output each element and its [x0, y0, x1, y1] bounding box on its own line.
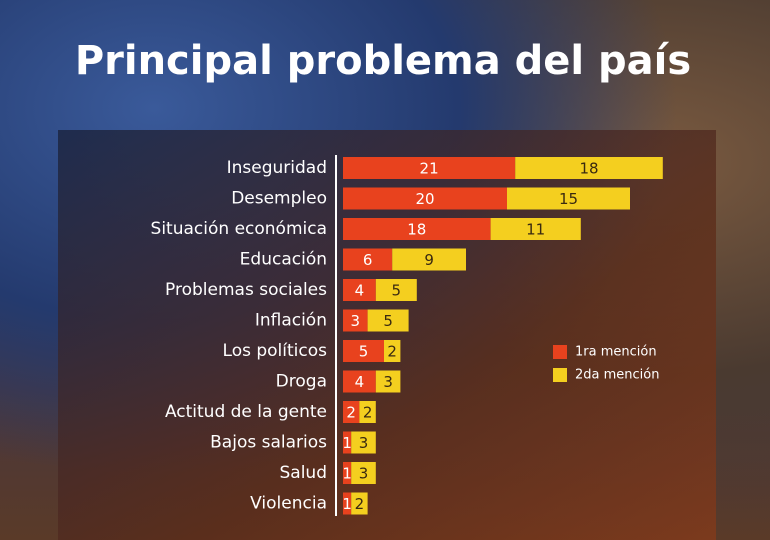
category-label: Bajos salarios — [210, 433, 327, 453]
category-label: Desempleo — [231, 189, 327, 209]
bar-segment — [343, 370, 376, 393]
bar-segment — [351, 462, 376, 484]
data-label: 5 — [359, 343, 369, 361]
bar-segment — [343, 309, 368, 332]
legend-swatch — [553, 345, 567, 359]
data-label: 4 — [355, 282, 365, 300]
bar-segment — [351, 431, 376, 454]
data-label: 2 — [387, 343, 397, 361]
legend-label: 1ra mención — [575, 345, 657, 360]
data-label: 6 — [363, 251, 373, 269]
data-label: 4 — [355, 373, 365, 391]
bar-segment — [384, 340, 401, 362]
bar-segment — [343, 279, 376, 301]
data-label: 9 — [424, 251, 434, 269]
category-label: Problemas sociales — [165, 280, 327, 300]
category-label: Violencia — [250, 494, 327, 514]
data-label: 3 — [383, 373, 393, 391]
category-label: Actitud de la gente — [165, 402, 327, 422]
bar-segment — [490, 218, 581, 240]
bar-segment — [507, 187, 630, 210]
data-label: 5 — [383, 312, 393, 330]
data-label: 3 — [359, 434, 369, 452]
data-label: 5 — [392, 282, 402, 300]
chart-title: Principal problema del país — [75, 38, 691, 84]
data-label: 1 — [342, 434, 352, 452]
category-label: Inflación — [255, 311, 327, 331]
category-label: Salud — [280, 463, 328, 483]
bar-segment — [343, 462, 352, 484]
bar-segment — [343, 431, 352, 454]
category-label: Droga — [276, 372, 327, 392]
data-label: 2 — [346, 404, 356, 422]
bar-segment — [343, 187, 507, 210]
data-label: 1 — [342, 465, 352, 483]
data-label: 2 — [363, 404, 373, 422]
category-label: Inseguridad — [227, 158, 327, 178]
category-label: Situación económica — [151, 219, 327, 239]
bar-segment — [343, 248, 393, 271]
bar-segment — [343, 492, 352, 515]
bar-segment — [343, 340, 384, 362]
bar-segment — [367, 309, 409, 332]
legend-label: 2da mención — [575, 368, 659, 383]
data-label: 1 — [342, 495, 352, 513]
bar-segment — [375, 279, 417, 301]
bar-segment — [343, 157, 516, 179]
data-label: 18 — [579, 160, 598, 178]
data-label: 11 — [526, 221, 545, 239]
data-label: 20 — [415, 190, 434, 208]
data-label: 18 — [407, 221, 426, 239]
data-label: 2 — [355, 495, 365, 513]
bar-segment — [359, 401, 376, 423]
data-label: 15 — [559, 190, 578, 208]
data-label: 3 — [351, 312, 361, 330]
bar-segment — [515, 157, 663, 179]
category-label: Los políticos — [223, 341, 328, 361]
bar-segment — [343, 218, 491, 240]
bar-segment — [351, 492, 368, 515]
category-label: Educación — [240, 250, 327, 270]
data-label: 3 — [359, 465, 369, 483]
bar-segment — [392, 248, 466, 271]
bar-segment — [343, 401, 360, 423]
bar-segment — [375, 370, 401, 393]
data-label: 21 — [420, 160, 439, 178]
legend-swatch — [553, 368, 567, 382]
